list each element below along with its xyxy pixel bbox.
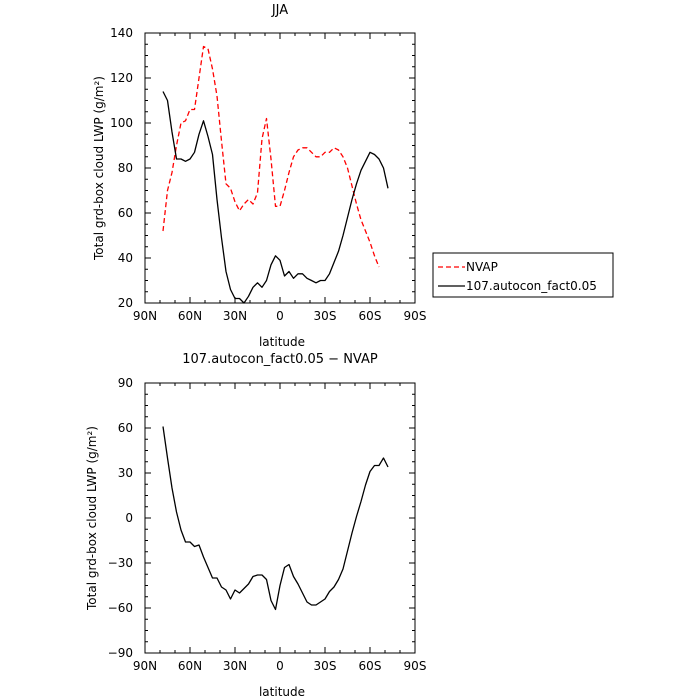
bottom-series-line-0 — [162, 426, 389, 611]
top-chart-frame — [144, 32, 416, 304]
top-chart-legend: NVAP 107.autocon_fact0.05 — [432, 252, 614, 298]
bottom-xtick-label: 90S — [404, 659, 427, 673]
bottom-chart-ticks: 90N 60N 30N 0 30S 60S 90S −90 −60 −30 0 30 60 90 — [108, 376, 427, 673]
legend-label-model: 107.autocon_fact0.05 — [466, 279, 597, 293]
bottom-chart: 107.autocon_fact0.05 − NVAP 90N 60N 30N 0 30… — [85, 352, 426, 699]
top-xtick-label: 30S — [314, 309, 337, 323]
top-xtick-label: 60S — [359, 309, 382, 323]
bottom-xtick-label: 0 — [276, 659, 284, 673]
top-chart-series — [162, 45, 389, 304]
bottom-ytick-label: 0 — [125, 511, 133, 525]
top-xtick-label: 60N — [178, 309, 202, 323]
top-chart-title: JJA — [271, 3, 288, 18]
top-ytick-label: 100 — [110, 116, 133, 130]
bottom-chart-series — [162, 426, 389, 611]
top-chart-ylabel: Total grd-box cloud LWP (g/m²) — [92, 76, 106, 261]
legend-box — [432, 252, 614, 298]
top-series-line-1 — [162, 91, 389, 304]
bottom-ytick-label: −90 — [108, 646, 133, 660]
top-xtick-label: 30N — [223, 309, 247, 323]
bottom-xtick-label: 60S — [359, 659, 382, 673]
top-xtick-label: 90N — [133, 309, 157, 323]
bottom-ytick-label: −30 — [108, 556, 133, 570]
bottom-ytick-label: −60 — [108, 601, 133, 615]
bottom-chart-frame — [144, 382, 416, 654]
top-ytick-label: 120 — [110, 71, 133, 85]
bottom-chart-xlabel: latitude — [259, 685, 305, 699]
bottom-chart-ylabel: Total grd-box cloud LWP (g/m²) — [85, 426, 99, 611]
top-ytick-label: 40 — [118, 251, 133, 265]
bottom-xtick-label: 30N — [223, 659, 247, 673]
bottom-xtick-label: 60N — [178, 659, 202, 673]
top-ytick-label: 80 — [118, 161, 133, 175]
bottom-chart-title: 107.autocon_fact0.05 − NVAP — [182, 352, 378, 367]
bottom-xtick-label: 90N — [133, 659, 157, 673]
top-chart-xlabel: latitude — [259, 335, 305, 349]
bottom-xtick-label: 30S — [314, 659, 337, 673]
legend-label-nvap: NVAP — [466, 260, 498, 274]
top-xtick-label: 90S — [404, 309, 427, 323]
top-ytick-label: 140 — [110, 26, 133, 40]
top-chart-ticks: 90N 60N 30N 0 30S 60S 90S 20 40 60 80 100 120 140 — [110, 26, 426, 323]
top-ytick-label: 20 — [118, 296, 133, 310]
top-xtick-label: 0 — [276, 309, 284, 323]
bottom-ytick-label: 90 — [118, 376, 133, 390]
bottom-ytick-label: 30 — [118, 466, 133, 480]
top-chart: JJA 90N 60N 30N 0 30S 60S 90S 20 40 60 80 100 120 140… — [92, 3, 614, 349]
bottom-ytick-label: 60 — [118, 421, 133, 435]
top-ytick-label: 60 — [118, 206, 133, 220]
top-series-line-0 — [162, 45, 380, 268]
